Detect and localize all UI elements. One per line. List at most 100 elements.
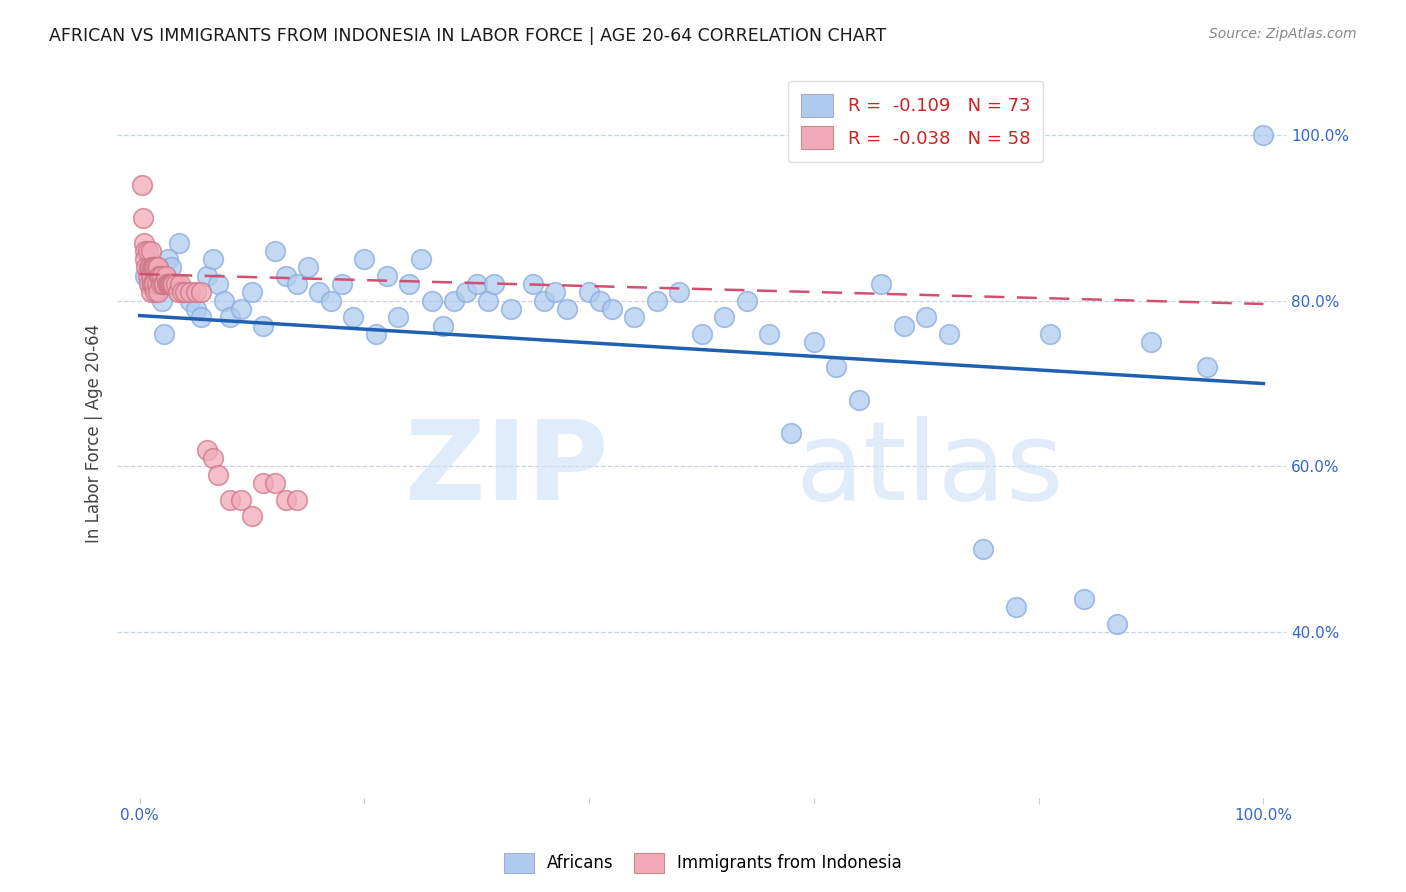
Point	[139, 277, 162, 291]
Point	[285, 277, 308, 291]
Point	[364, 326, 387, 341]
Point	[134, 235, 156, 250]
Point	[1197, 359, 1219, 374]
Point	[162, 277, 184, 291]
Point	[169, 277, 191, 291]
Point	[330, 277, 353, 291]
Point	[623, 310, 645, 325]
Point	[149, 268, 172, 283]
Point	[212, 293, 235, 308]
Point	[136, 244, 159, 258]
Point	[145, 277, 167, 291]
Point	[172, 285, 194, 300]
Point	[143, 260, 166, 275]
Point	[132, 211, 155, 225]
Point	[218, 492, 240, 507]
Point	[319, 293, 342, 308]
Point	[522, 277, 544, 291]
Point	[645, 293, 668, 308]
Point	[143, 277, 166, 291]
Point	[668, 285, 690, 300]
Point	[153, 277, 176, 291]
Point	[150, 293, 173, 308]
Point	[141, 277, 163, 291]
Point	[870, 277, 893, 291]
Point	[139, 260, 162, 275]
Point	[544, 285, 567, 300]
Legend: Africans, Immigrants from Indonesia: Africans, Immigrants from Indonesia	[498, 847, 908, 880]
Point	[167, 285, 190, 300]
Point	[145, 260, 167, 275]
Point	[152, 277, 174, 291]
Point	[1073, 592, 1095, 607]
Point	[1253, 128, 1275, 142]
Point	[499, 301, 522, 316]
Point	[201, 252, 224, 267]
Point	[146, 285, 169, 300]
Point	[1107, 617, 1129, 632]
Point	[142, 260, 165, 275]
Point	[131, 178, 153, 192]
Point	[229, 492, 252, 507]
Point	[443, 293, 465, 308]
Point	[589, 293, 612, 308]
Point	[179, 293, 201, 308]
Point	[141, 260, 163, 275]
Point	[297, 260, 319, 275]
Point	[758, 326, 780, 341]
Point	[308, 285, 330, 300]
Point	[167, 235, 190, 250]
Point	[156, 277, 179, 291]
Point	[162, 277, 184, 291]
Text: Source: ZipAtlas.com: Source: ZipAtlas.com	[1209, 27, 1357, 41]
Point	[252, 318, 274, 333]
Point	[184, 285, 207, 300]
Point	[173, 285, 195, 300]
Point	[555, 301, 578, 316]
Point	[173, 285, 195, 300]
Point	[156, 252, 179, 267]
Point	[477, 293, 499, 308]
Point	[780, 426, 803, 441]
Point	[139, 285, 162, 300]
Point	[229, 301, 252, 316]
Point	[157, 277, 180, 291]
Point	[274, 268, 297, 283]
Point	[1005, 600, 1028, 615]
Point	[139, 268, 162, 283]
Point	[159, 277, 181, 291]
Point	[184, 301, 207, 316]
Point	[893, 318, 915, 333]
Point	[353, 252, 375, 267]
Point	[252, 476, 274, 491]
Point	[134, 244, 156, 258]
Text: AFRICAN VS IMMIGRANTS FROM INDONESIA IN LABOR FORCE | AGE 20-64 CORRELATION CHAR: AFRICAN VS IMMIGRANTS FROM INDONESIA IN …	[49, 27, 886, 45]
Point	[735, 293, 758, 308]
Point	[972, 542, 994, 557]
Point	[160, 260, 183, 275]
Point	[195, 442, 218, 457]
Point	[150, 268, 173, 283]
Point	[218, 310, 240, 325]
Point	[398, 277, 420, 291]
Point	[713, 310, 735, 325]
Point	[263, 476, 285, 491]
Point	[482, 277, 505, 291]
Point	[207, 467, 229, 482]
Point	[145, 260, 167, 275]
Point	[432, 318, 454, 333]
Point	[160, 277, 183, 291]
Point	[165, 277, 187, 291]
Point	[938, 326, 960, 341]
Point	[375, 268, 398, 283]
Point	[179, 285, 201, 300]
Point	[162, 277, 184, 291]
Point	[136, 268, 159, 283]
Point	[155, 268, 177, 283]
Point	[263, 244, 285, 258]
Text: ZIP: ZIP	[405, 417, 607, 524]
Point	[195, 268, 218, 283]
Point	[285, 492, 308, 507]
Point	[690, 326, 713, 341]
Point	[825, 359, 848, 374]
